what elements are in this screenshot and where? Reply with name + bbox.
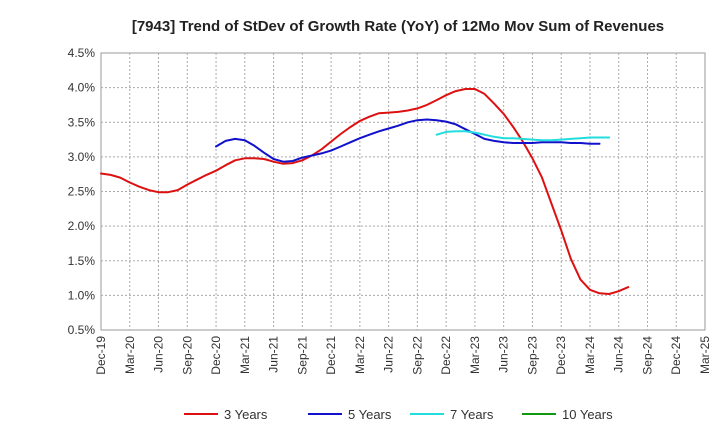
x-tick-label: Sep-20 [180, 336, 194, 375]
legend-label: 3 Years [224, 407, 268, 422]
x-axis: Dec-19 Mar-20 Jun-20 Sep-20 Dec-20 Mar-21 Jun-… [94, 336, 712, 375]
y-tick-label: 3.0% [68, 150, 96, 164]
x-tick-label: Mar-21 [238, 336, 252, 374]
x-tick-label: Dec-20 [209, 336, 223, 375]
y-tick-label: 4.5% [68, 46, 96, 60]
x-tick-label: Mar-23 [468, 336, 482, 374]
x-tick-label: Dec-21 [324, 336, 338, 375]
x-tick-label: Jun-22 [382, 336, 396, 373]
x-tick-label: Sep-23 [525, 336, 539, 375]
x-tick-label: Mar-24 [583, 336, 597, 374]
series-line-7-years [435, 130, 611, 142]
x-tick-label: Jun-21 [267, 336, 281, 373]
x-tick-label: Mar-20 [123, 336, 137, 374]
y-tick-label: 1.5% [68, 254, 96, 268]
x-tick-label: Jun-23 [497, 336, 511, 373]
y-axis: 0.5% 1.0% 1.5% 2.0% 2.5% 3.0% 3.5% 4.0% 4.5% [68, 46, 96, 337]
y-tick-label: 1.0% [68, 288, 96, 302]
legend-label: 5 Years [348, 407, 392, 422]
x-tick-label: Dec-19 [94, 336, 108, 375]
chart-title: [7943] Trend of StDev of Growth Rate (Yo… [132, 18, 664, 35]
series-lines [100, 88, 630, 295]
y-tick-label: 4.0% [68, 81, 96, 95]
x-tick-label: Mar-22 [353, 336, 367, 374]
x-tick-label: Jun-24 [612, 336, 626, 373]
x-tick-label: Sep-24 [640, 336, 654, 375]
grid [101, 53, 705, 330]
y-tick-label: 2.0% [68, 219, 96, 233]
series-line-3-years [100, 88, 630, 295]
x-tick-label: Dec-22 [439, 336, 453, 375]
legend: 3 Years 5 Years 7 Years 10 Years [184, 407, 613, 422]
legend-label: 7 Years [450, 407, 494, 422]
series-line-5-years [215, 118, 601, 163]
x-tick-label: Dec-23 [554, 336, 568, 375]
y-tick-label: 2.5% [68, 185, 96, 199]
x-tick-label: Jun-20 [152, 336, 166, 373]
x-tick-label: Mar-25 [698, 336, 712, 374]
legend-label: 10 Years [562, 407, 613, 422]
y-tick-label: 0.5% [68, 323, 96, 337]
x-tick-label: Sep-21 [295, 336, 309, 375]
x-tick-label: Sep-22 [410, 336, 424, 375]
x-tick-label: Dec-24 [669, 336, 683, 375]
y-tick-label: 3.5% [68, 115, 96, 129]
